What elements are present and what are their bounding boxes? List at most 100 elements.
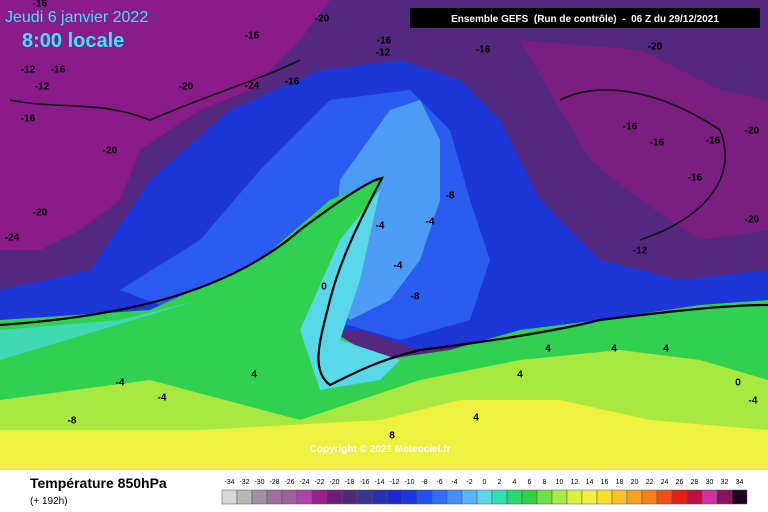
legend-swatch [296,489,313,505]
date: Jeudi 6 janvier 2022 [5,9,148,26]
contour-label: -16 [688,173,703,184]
footer-title: Température 850hPa [30,475,167,491]
contour-label: -20 [103,146,118,157]
legend-swatch [446,489,463,505]
legend-label: -22 [314,479,324,486]
legend-swatch [341,489,358,505]
contour-label: -4 [749,396,758,407]
legend-label: -6 [436,479,442,486]
contour-label: -4 [116,378,125,389]
legend-label: 26 [676,479,684,486]
legend-swatch [701,489,718,505]
copyright: Copyright © 2021 Meteociel.fr [310,444,451,455]
legend-swatch [641,489,658,505]
contour-label: -20 [315,14,330,25]
contour-label: -4 [376,221,385,232]
legend-label: 0 [483,479,487,486]
contour-label: -8 [411,292,420,303]
contour-label: -20 [745,126,760,137]
legend-label: -10 [404,479,414,486]
legend-label: 18 [616,479,624,486]
legend-swatch [491,489,508,505]
contour-label: -4 [394,261,403,272]
legend-label: -34 [224,479,234,486]
run-box [410,8,760,28]
contour-label: -16 [623,122,638,133]
contour-label: -24 [5,233,20,244]
contour-label: -8 [68,416,77,427]
legend-label: 8 [543,479,547,486]
legend-swatch [626,489,643,505]
legend-label: 24 [661,479,669,486]
legend-label: 30 [706,479,714,486]
contour-label: -16 [377,36,392,47]
legend-label: -14 [374,479,384,486]
legend-label: 2 [498,479,502,486]
legend-swatch [581,489,598,505]
contour-label: 4 [663,344,669,355]
contour-label: 4 [251,370,257,381]
cyan-tongue [300,190,400,390]
footer-subtitle: (+ 192h) [30,496,68,507]
legend-label: -16 [359,479,369,486]
legend-swatch [251,489,268,505]
contour-label: -12 [35,82,50,93]
contour-label: -12 [376,48,391,59]
legend-swatch [716,489,733,505]
contour-label: -16 [650,138,665,149]
legend-label: 4 [513,479,517,486]
legend-swatch [221,489,238,505]
contour-label: -8 [446,191,455,202]
contour-label: 8 [389,431,395,442]
legend-label: -2 [466,479,472,486]
legend-swatch [731,489,748,505]
legend-label: -24 [299,479,309,486]
legend-label: -18 [344,479,354,486]
legend-swatch [686,489,703,505]
legend-label: -30 [254,479,264,486]
contour-label: 4 [473,413,479,424]
contour-label: -16 [285,77,300,88]
legend-swatch [371,489,388,505]
contour-label: -16 [245,31,260,42]
legend-label: -32 [239,479,249,486]
legend-label: 34 [736,479,744,486]
contour-label: -4 [158,393,167,404]
legend-label: 16 [601,479,609,486]
legend-label: -28 [269,479,279,486]
legend-label: 20 [631,479,639,486]
contour-label: 4 [545,344,551,355]
legend-swatch [536,489,553,505]
teal-region [0,300,200,360]
contour-label: -20 [179,82,194,93]
contour-label: -12 [21,65,36,76]
run-info: Ensemble GEFS (Run de contrôle) - 06 Z d… [451,14,719,25]
legend-label: -12 [389,479,399,486]
legend-swatch [326,489,343,505]
legend-swatch [356,489,373,505]
contour-label: 0 [735,378,741,389]
isotherm [9,59,726,241]
legend-swatch [476,489,493,505]
cold-region [520,40,768,240]
legend-swatch [236,489,253,505]
contour-label: -16 [51,65,66,76]
legend-label: 22 [646,479,654,486]
contour-label: -16 [706,136,721,147]
local-time: 8:00 locale [22,30,124,52]
contour-label: -16 [476,45,491,56]
legend-label: 14 [586,479,594,486]
legend-label: 6 [528,479,532,486]
warm-region [0,400,768,470]
legend-label: 12 [571,479,579,486]
legend-label: -4 [451,479,457,486]
legend-swatch [656,489,673,505]
legend-swatch [521,489,538,505]
legend-swatch [266,489,283,505]
legend-label: -20 [329,479,339,486]
legend-swatch [551,489,568,505]
contour-label: 4 [611,344,617,355]
legend-label: -26 [284,479,294,486]
contour-label: -20 [745,215,760,226]
